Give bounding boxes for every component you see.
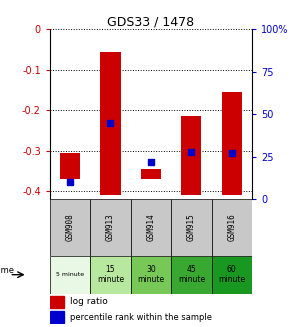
Text: time: time [0,267,15,275]
Text: 15
minute: 15 minute [97,265,124,284]
Text: GSM913: GSM913 [106,214,115,241]
Bar [50,296,64,308]
Point [189,149,194,154]
Point [68,180,72,185]
Text: GSM916: GSM916 [227,214,236,241]
Text: 60
minute: 60 minute [218,265,245,284]
Bar [50,256,90,294]
Title: GDS33 / 1478: GDS33 / 1478 [107,15,195,28]
Bar [212,199,252,256]
Text: percentile rank within the sample: percentile rank within the sample [70,313,212,321]
Bar [131,256,171,294]
Text: 30
minute: 30 minute [137,265,164,284]
Bar [60,153,80,179]
Text: GSM915: GSM915 [187,214,196,241]
Bar [50,311,64,323]
Bar [50,199,90,256]
Point [108,120,113,126]
Bar [131,199,171,256]
Bar [222,92,242,195]
Point [229,151,234,156]
Bar [171,199,212,256]
Text: GSM908: GSM908 [66,214,74,241]
Bar [141,169,161,179]
Bar [171,256,212,294]
Text: 45
minute: 45 minute [178,265,205,284]
Bar [181,116,202,195]
Text: 5 minute: 5 minute [56,272,84,277]
Bar [212,256,252,294]
Bar [90,199,131,256]
Text: log ratio: log ratio [70,298,108,306]
Bar [100,52,121,195]
Point [149,159,153,164]
Text: GSM914: GSM914 [146,214,155,241]
Bar [90,256,131,294]
